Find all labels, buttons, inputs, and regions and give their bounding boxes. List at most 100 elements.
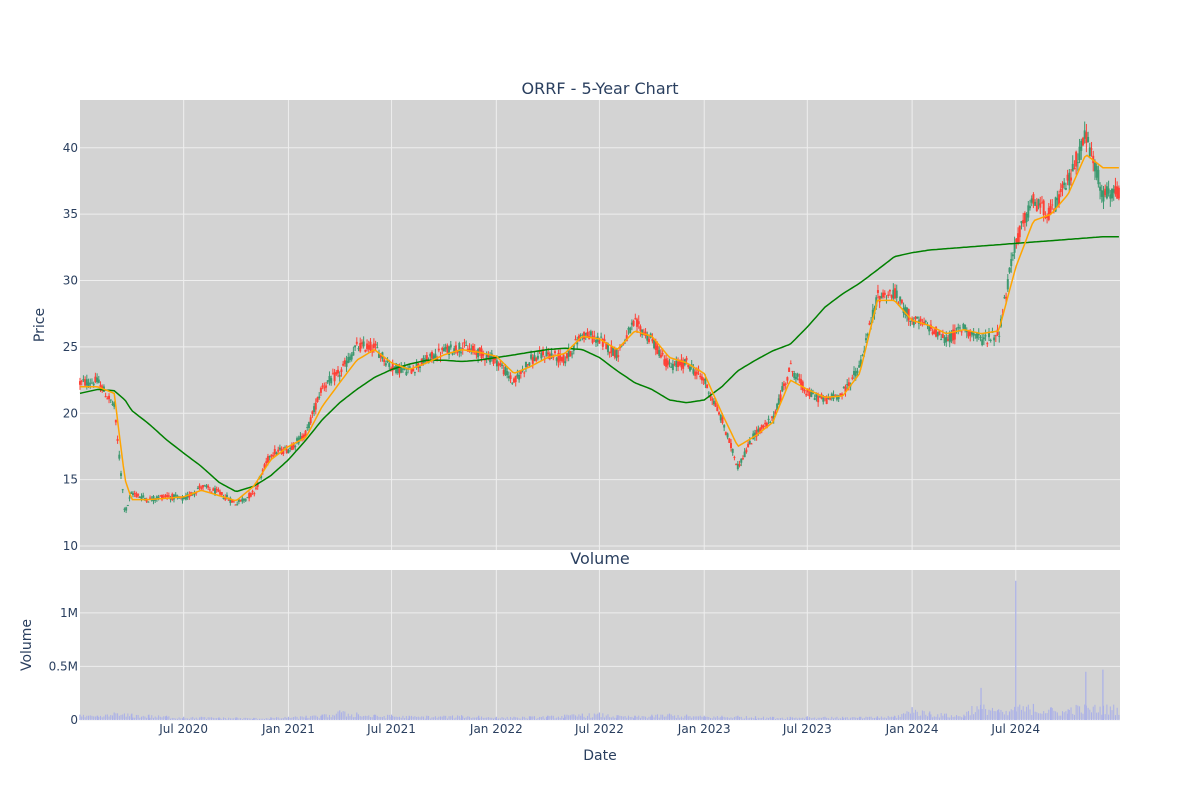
candle-down — [782, 383, 785, 387]
candle-down — [335, 371, 338, 375]
volume-bar — [428, 715, 430, 720]
volume-bar — [229, 718, 231, 720]
volume-bar — [826, 717, 828, 720]
volume-bar — [399, 716, 401, 720]
candle-down — [695, 371, 698, 375]
candle-up — [589, 331, 592, 336]
candle-down — [888, 289, 891, 292]
volume-plot-area — [80, 570, 1120, 720]
volume-bar — [231, 718, 233, 720]
volume-bar — [824, 716, 826, 720]
volume-bar — [269, 719, 271, 720]
candle-down — [952, 329, 955, 341]
volume-bar — [810, 718, 812, 720]
volume-bar — [134, 717, 136, 720]
candle-up — [998, 335, 1001, 337]
candle-up — [555, 357, 558, 361]
volume-bar — [349, 716, 351, 720]
volume-bar — [165, 715, 168, 720]
candle-down — [116, 438, 119, 442]
volume-bar — [711, 718, 713, 720]
volume-bar — [720, 717, 722, 720]
volume-bar — [479, 718, 481, 720]
candle-down — [84, 379, 87, 386]
candle-down — [721, 417, 724, 424]
volume-bar — [952, 717, 954, 720]
volume-bar — [270, 717, 272, 720]
volume-bar — [267, 718, 269, 720]
volume-bar — [897, 715, 899, 720]
volume-bars — [79, 580, 1120, 720]
volume-bar — [111, 715, 113, 720]
volume-bar — [108, 716, 110, 720]
volume-bar — [148, 714, 150, 720]
candle-down — [969, 330, 972, 336]
volume-bar — [426, 715, 428, 720]
volume-bar — [831, 716, 833, 720]
volume-bar — [842, 716, 844, 720]
volume-bar — [209, 717, 211, 720]
volume-bar — [1010, 709, 1012, 720]
candle-up — [243, 498, 246, 501]
candle-down — [331, 373, 334, 375]
volume-bar — [115, 713, 117, 720]
volume-bar — [923, 711, 925, 720]
candle-up — [940, 339, 943, 341]
volume-bar — [645, 716, 647, 720]
candle-up — [979, 336, 982, 338]
volume-bar — [146, 717, 148, 720]
volume-bar — [980, 687, 982, 720]
volume-bar — [200, 716, 202, 720]
candle-up — [89, 383, 92, 385]
volume-bar — [378, 716, 380, 720]
volume-bar — [373, 714, 376, 720]
candle-up — [401, 368, 404, 370]
volume-bar — [248, 718, 250, 720]
candle-down — [1114, 186, 1117, 195]
volume-bar — [347, 713, 349, 720]
candle-down — [771, 416, 774, 418]
candle-down — [663, 359, 666, 365]
candle-up — [630, 322, 633, 325]
candle-up — [1076, 162, 1079, 164]
volume-bar — [164, 716, 166, 720]
volume-bar — [1092, 706, 1094, 720]
candle-down — [764, 422, 767, 425]
candle-up — [400, 366, 403, 373]
candle-down — [159, 495, 162, 497]
candle-up — [504, 367, 507, 375]
volume-bar — [139, 717, 141, 720]
volume-bar — [725, 717, 727, 720]
candle-down — [883, 292, 886, 295]
volume-bar — [870, 716, 872, 720]
candle-up — [976, 332, 979, 339]
candle-up — [1071, 163, 1074, 172]
candle-down — [1117, 187, 1120, 199]
candle-down — [829, 397, 832, 400]
volume-bar — [846, 717, 848, 720]
candle-down — [750, 443, 753, 445]
volume-bar — [619, 715, 621, 720]
volume-bar — [101, 717, 103, 720]
volume-subplot-title: Volume — [570, 549, 630, 568]
volume-bar — [474, 717, 476, 720]
volume-bar — [450, 716, 452, 720]
volume-bar — [682, 717, 684, 720]
candle-up — [1013, 243, 1016, 253]
volume-y-tick-label: 0 — [70, 713, 78, 727]
candle-down — [1015, 238, 1018, 243]
volume-bar — [190, 717, 192, 720]
volume-bar — [429, 718, 431, 720]
candle-down — [273, 449, 276, 455]
volume-bar — [653, 717, 655, 720]
candle-up — [506, 370, 509, 376]
candle-down — [290, 445, 293, 451]
candle-up — [294, 445, 297, 447]
volume-bar — [1082, 713, 1084, 720]
candle-up — [977, 332, 980, 336]
volume-bar — [757, 717, 759, 720]
candle-up — [1105, 186, 1108, 199]
x-axis-label: Date — [583, 748, 616, 764]
volume-bar — [798, 717, 800, 720]
